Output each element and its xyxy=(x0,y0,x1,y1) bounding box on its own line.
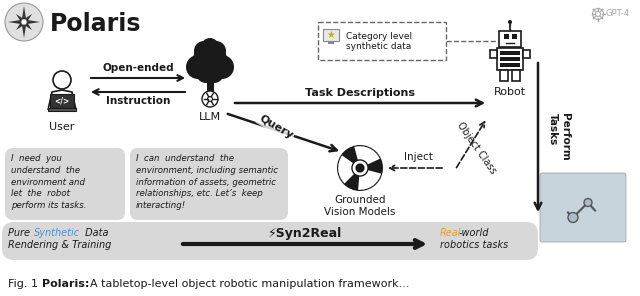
Text: I  need  you
understand  the
environment and
let  the  robot
perform its tasks.: I need you understand the environment an… xyxy=(11,154,86,210)
Polygon shape xyxy=(22,20,32,30)
Bar xyxy=(500,57,520,60)
Polygon shape xyxy=(16,20,26,30)
Text: I  can  understand  the
environment, including semantic
information of assets, g: I can understand the environment, includ… xyxy=(136,154,278,210)
Bar xyxy=(48,108,76,110)
Circle shape xyxy=(202,91,218,107)
Bar xyxy=(497,48,523,70)
Text: Grounded
Vision Models: Grounded Vision Models xyxy=(324,195,396,217)
Circle shape xyxy=(508,20,512,24)
Text: Perform
Tasks: Perform Tasks xyxy=(548,113,570,161)
Bar xyxy=(500,70,508,81)
Bar xyxy=(512,70,520,81)
Circle shape xyxy=(353,161,367,175)
Bar xyxy=(318,22,446,60)
Circle shape xyxy=(21,19,27,25)
Circle shape xyxy=(186,55,210,79)
Text: Inject: Inject xyxy=(404,152,433,162)
Text: ⚡Syn2Real: ⚡Syn2Real xyxy=(268,227,342,240)
Circle shape xyxy=(194,41,214,61)
Polygon shape xyxy=(16,14,26,24)
Bar xyxy=(499,31,521,47)
Bar xyxy=(207,79,214,95)
Polygon shape xyxy=(22,20,26,38)
Circle shape xyxy=(210,55,234,79)
Text: Pure: Pure xyxy=(8,228,33,238)
Circle shape xyxy=(204,63,224,83)
Text: Rendering & Training: Rendering & Training xyxy=(8,240,111,250)
Bar xyxy=(323,29,339,41)
Text: User: User xyxy=(49,122,75,132)
FancyBboxPatch shape xyxy=(540,173,626,242)
Polygon shape xyxy=(22,14,32,24)
Text: </>: </> xyxy=(54,96,70,105)
Text: -world: -world xyxy=(459,228,490,238)
Wedge shape xyxy=(338,155,360,184)
Text: ★: ★ xyxy=(326,30,335,40)
Text: Real: Real xyxy=(440,228,461,238)
Text: Synthetic: Synthetic xyxy=(34,228,80,238)
Polygon shape xyxy=(8,20,26,25)
FancyBboxPatch shape xyxy=(5,148,125,220)
Circle shape xyxy=(568,213,578,223)
Text: A tabletop-level object robotic manipulation framework...: A tabletop-level object robotic manipula… xyxy=(90,279,410,289)
Text: robotics tasks: robotics tasks xyxy=(440,240,508,250)
Bar xyxy=(512,34,517,39)
Wedge shape xyxy=(358,168,381,190)
Circle shape xyxy=(584,199,592,207)
Text: Query: Query xyxy=(257,113,295,141)
Text: Task Descriptions: Task Descriptions xyxy=(305,88,415,98)
Polygon shape xyxy=(22,6,26,25)
Wedge shape xyxy=(355,146,380,168)
Bar xyxy=(523,50,530,58)
Circle shape xyxy=(193,43,227,77)
Text: GPT-4: GPT-4 xyxy=(606,9,630,18)
FancyBboxPatch shape xyxy=(2,222,538,260)
Circle shape xyxy=(351,159,369,177)
Text: Object Class: Object Class xyxy=(456,120,499,176)
Text: Instruction: Instruction xyxy=(106,96,170,106)
Circle shape xyxy=(201,38,219,56)
Circle shape xyxy=(53,71,71,89)
Text: LLM: LLM xyxy=(199,112,221,122)
Circle shape xyxy=(206,41,226,61)
Polygon shape xyxy=(22,20,40,25)
Circle shape xyxy=(196,63,216,83)
FancyBboxPatch shape xyxy=(130,148,288,220)
Bar xyxy=(328,41,334,44)
Circle shape xyxy=(355,163,365,173)
Bar xyxy=(0,276,640,296)
Circle shape xyxy=(5,3,43,41)
Bar xyxy=(490,50,497,58)
Bar xyxy=(504,34,509,39)
Text: Polaris: Polaris xyxy=(50,12,141,36)
Bar xyxy=(500,51,520,54)
Text: Polaris:: Polaris: xyxy=(42,279,90,289)
Text: Data: Data xyxy=(82,228,109,238)
Bar xyxy=(50,94,74,108)
Text: Fig. 1: Fig. 1 xyxy=(8,279,38,289)
Text: Open-ended: Open-ended xyxy=(102,63,174,73)
Text: Robot: Robot xyxy=(494,87,526,97)
Bar xyxy=(500,63,520,67)
Text: Category level
synthetic data: Category level synthetic data xyxy=(346,32,412,52)
Circle shape xyxy=(337,145,383,191)
